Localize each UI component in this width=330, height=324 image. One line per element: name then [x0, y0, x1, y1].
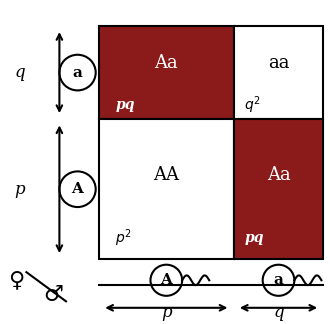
Text: q: q: [15, 64, 25, 81]
FancyBboxPatch shape: [234, 26, 323, 119]
Text: Aa: Aa: [154, 54, 178, 72]
Text: a: a: [274, 273, 283, 287]
Text: p: p: [161, 304, 172, 321]
Text: A: A: [72, 182, 83, 196]
Text: aa: aa: [268, 54, 289, 72]
Text: AA: AA: [153, 166, 179, 184]
FancyBboxPatch shape: [99, 119, 234, 259]
Text: pq: pq: [115, 98, 135, 112]
Text: A: A: [160, 273, 172, 287]
FancyBboxPatch shape: [234, 119, 323, 259]
Text: ♀: ♀: [8, 270, 25, 290]
Text: pq: pq: [245, 231, 264, 245]
Text: a: a: [73, 65, 82, 80]
Text: Aa: Aa: [267, 166, 290, 184]
Text: $p^2$: $p^2$: [115, 227, 132, 249]
Text: p: p: [15, 181, 25, 198]
Text: ♂: ♂: [43, 285, 63, 305]
Text: q: q: [273, 304, 284, 321]
FancyBboxPatch shape: [99, 26, 234, 119]
Text: $q^2$: $q^2$: [245, 94, 261, 116]
